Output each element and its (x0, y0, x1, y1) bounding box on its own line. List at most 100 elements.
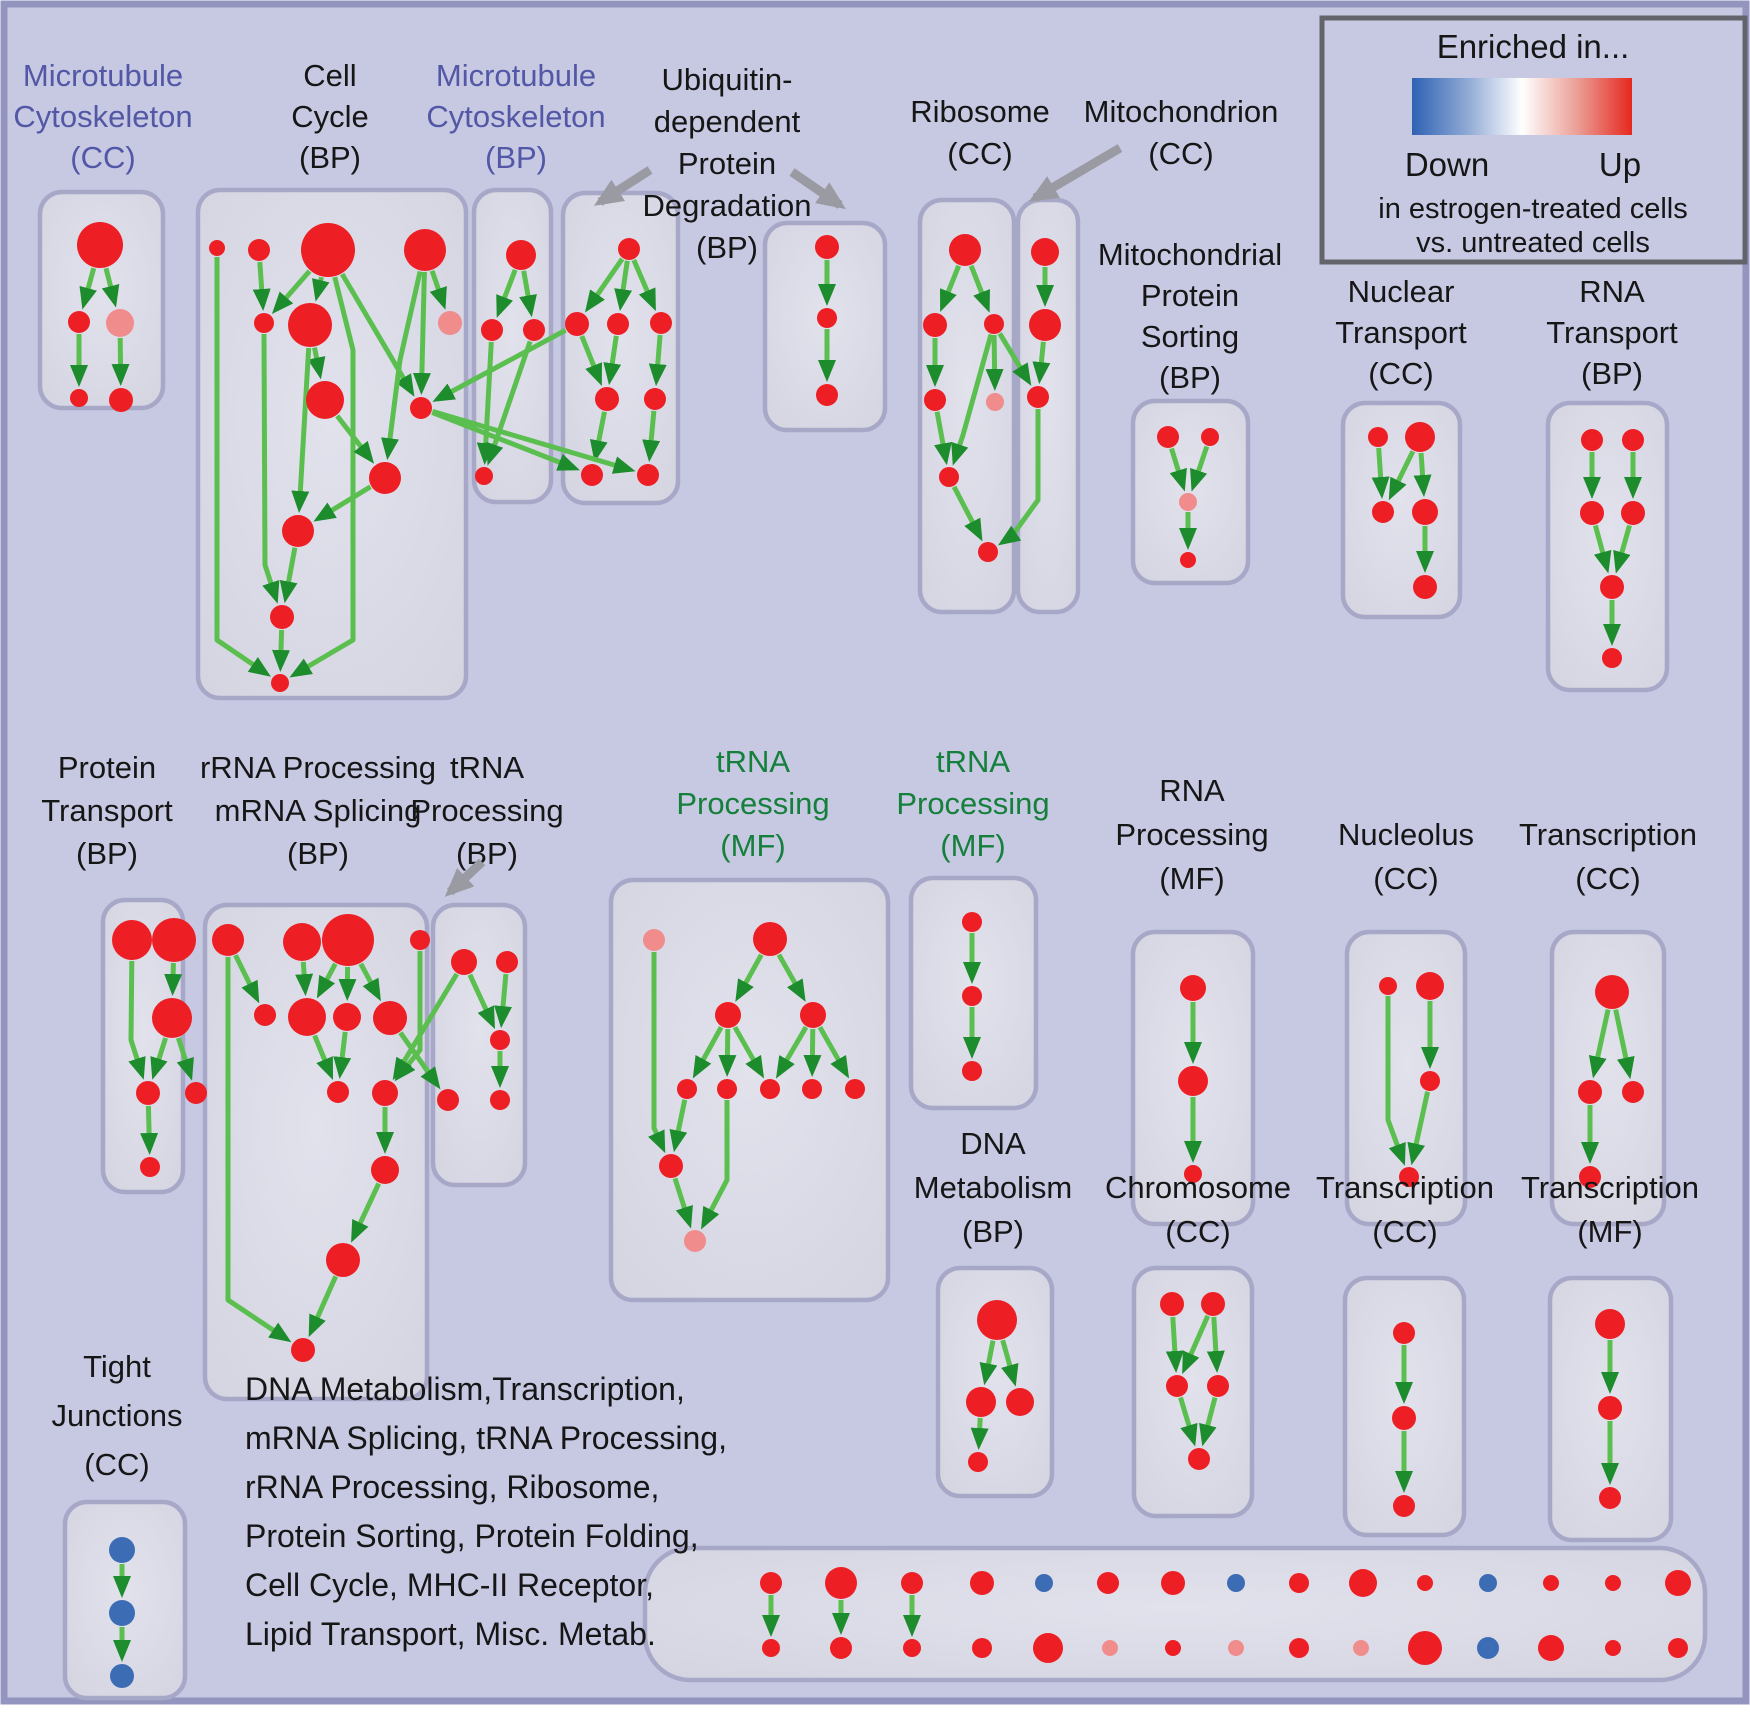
graph-node-z11 (684, 1230, 706, 1252)
cluster-label-protein-transport: Protein Transport (BP) (41, 750, 173, 871)
graph-edge-z4-z7 (775, 1025, 809, 1079)
graph-node-wt3 (901, 1572, 923, 1594)
graph-node-mc3 (106, 309, 134, 337)
graph-edge-n1-n3 (1371, 447, 1390, 499)
graph-node-wb5 (1033, 1633, 1063, 1663)
graph-node-c6 (288, 303, 332, 347)
graph-node-z10 (659, 1154, 683, 1178)
graph-node-w2 (1029, 309, 1061, 341)
graph-node-m3 (523, 319, 545, 341)
graph-edge-r4-r6 (934, 411, 952, 466)
graph-edge-s11-s12 (351, 1182, 381, 1243)
graph-node-tf3 (1599, 1487, 1621, 1509)
cluster-box-tight-junctions-cc (62, 1499, 188, 1701)
graph-node-d4 (968, 1452, 988, 1472)
graph-edge-c9-u7 (431, 410, 580, 471)
graph-node-d3 (1006, 1388, 1034, 1416)
graph-edge-u1-u3 (614, 260, 633, 312)
legend-down-label: Down (1405, 146, 1489, 183)
graph-node-t5 (490, 1090, 510, 1110)
graph-edge-z4-z9 (817, 1025, 850, 1079)
graph-node-wt12 (1479, 1574, 1497, 1592)
graph-node-nl3 (1420, 1071, 1440, 1091)
graph-node-wt4 (970, 1571, 994, 1595)
graph-edge-z3-z7 (732, 1025, 765, 1079)
graph-edge-n2-n3 (1388, 450, 1416, 501)
graph-node-ch2 (1201, 1292, 1225, 1316)
graph-node-c3 (301, 223, 355, 277)
cluster-label-mitochondrial-protein-sorting: Mitochondrial Protein Sorting (BP) (1098, 237, 1282, 395)
graph-edge-q4-q5 (1613, 524, 1632, 574)
graph-node-mc5 (109, 388, 133, 412)
graph-node-wt10 (1349, 1569, 1377, 1597)
graph-node-s6 (288, 998, 326, 1036)
graph-edge-u3-u5 (603, 335, 622, 386)
graph-node-q3 (1580, 501, 1604, 525)
graph-edge-t2-t3 (494, 973, 512, 1029)
label-pointer-arrow-0 (593, 166, 653, 206)
graph-node-p4 (1180, 552, 1196, 568)
cluster-label-ribosome-cc: Ribosome (CC) (910, 94, 1050, 171)
cluster-label-trna-processing-mf-2: tRNA Processing (MF) (896, 744, 1049, 863)
graph-node-wt14 (1605, 1575, 1621, 1591)
graph-edge-q3-q5 (1592, 524, 1612, 574)
graph-edge-z2-z3 (735, 953, 764, 1002)
graph-node-r1 (949, 234, 981, 266)
graph-edge-m2-m4 (476, 341, 495, 465)
graph-edge-z10-z11 (672, 1177, 693, 1229)
legend-up-label: Up (1599, 146, 1641, 183)
graph-edge-p1-p3 (1169, 447, 1187, 492)
graph-edge-pt3-pt4 (150, 1037, 168, 1080)
graph-node-u1 (618, 238, 640, 260)
graph-node-r6 (939, 467, 959, 487)
graph-node-c5 (254, 313, 274, 333)
graph-node-pt5 (185, 1082, 207, 1104)
graph-edge-c8-c10 (335, 414, 375, 464)
graph-node-wb12 (1477, 1637, 1499, 1659)
graph-edge-ch3-ch5 (1178, 1396, 1198, 1447)
graph-node-u5 (595, 387, 619, 411)
graph-edge-s12-s13 (308, 1275, 338, 1338)
cluster-label-trna-processing-bp: tRNA Processing (BP) (410, 750, 563, 871)
graph-edge-s2-s6 (295, 961, 314, 997)
graph-edge-c6-c8 (307, 347, 326, 380)
graph-node-wb2 (830, 1637, 852, 1659)
graph-node-z6 (717, 1079, 737, 1099)
legend-title: Enriched in... (1437, 28, 1630, 65)
graph-edge-c4-c9 (412, 271, 431, 395)
graph-node-c8 (306, 381, 344, 419)
graph-node-z3 (715, 1002, 741, 1028)
graph-node-tj2 (109, 1600, 135, 1626)
graph-node-t1 (451, 949, 477, 975)
graph-node-d2 (966, 1387, 996, 1417)
graph-node-wb9 (1289, 1638, 1309, 1658)
graph-node-ch5 (1188, 1448, 1210, 1470)
legend-subtitle-1: in estrogen-treated cells (1378, 193, 1688, 225)
graph-edge-ch2-ch3 (1182, 1314, 1211, 1375)
graph-edge-s8-t4 (398, 1031, 441, 1090)
graph-node-c4 (404, 229, 446, 271)
graph-edge-z5-z10 (669, 1099, 688, 1153)
graph-node-mc2 (68, 311, 90, 333)
graph-node-ch4 (1207, 1375, 1229, 1397)
graph-edge-r6-r7 (951, 485, 983, 542)
graph-edge-nl3-nl4 (1407, 1091, 1431, 1166)
graph-edge-u6-u8 (642, 410, 661, 463)
graph-edge-nl1-nl4 (1385, 996, 1406, 1166)
cluster-box-mitochondrial-protein-sorting (1130, 398, 1251, 586)
graph-node-wb15 (1668, 1638, 1688, 1658)
graph-node-tf2 (1598, 1396, 1622, 1420)
cluster-label-nucleolus-cc: Nucleolus (CC) (1338, 817, 1474, 896)
graph-node-p1 (1157, 426, 1179, 448)
footnote-text: DNA Metabolism,Transcription, mRNA Splici… (245, 1371, 727, 1652)
graph-node-mc1 (77, 222, 123, 268)
cluster-box-rrna-processing-mrna-splicing (202, 902, 430, 1402)
graph-node-u8 (637, 464, 659, 486)
graph-node-y2 (962, 986, 982, 1006)
graph-node-tc3 (1622, 1081, 1644, 1103)
cluster-label-mitochondrion-cc: Mitochondrion (CC) (1084, 94, 1279, 171)
graph-node-r2 (923, 313, 947, 337)
graph-node-wb14 (1605, 1640, 1621, 1656)
